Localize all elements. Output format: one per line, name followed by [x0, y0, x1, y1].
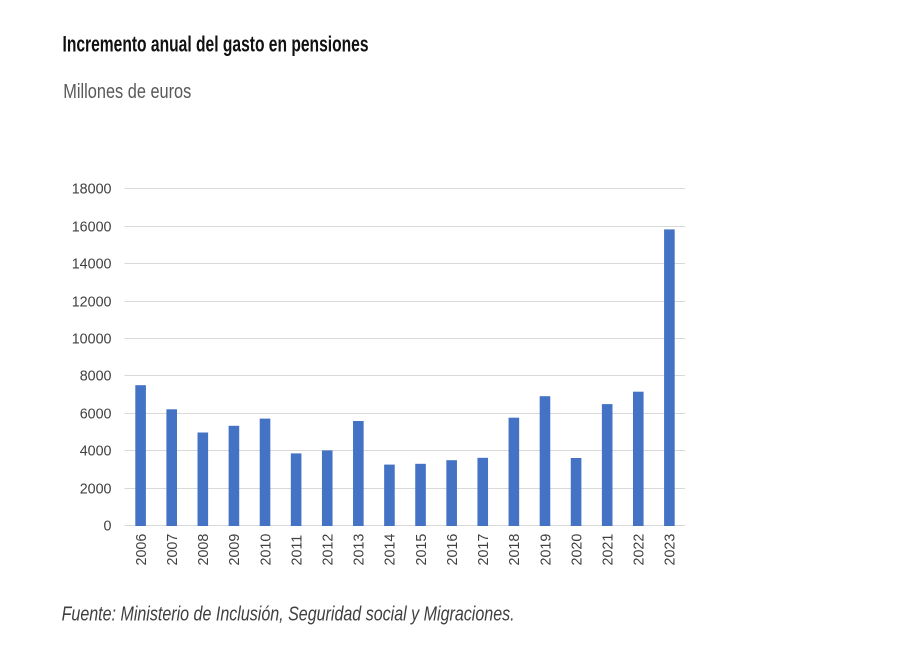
svg-text:14000: 14000: [72, 257, 112, 273]
svg-text:Incremento anual del gasto en: Incremento anual del gasto en pensiones: [63, 31, 369, 56]
svg-text:0: 0: [104, 519, 112, 535]
svg-text:2019: 2019: [538, 534, 554, 566]
svg-text:2007: 2007: [165, 534, 181, 566]
svg-text:2011: 2011: [289, 535, 305, 566]
svg-text:Millones de euros: Millones de euros: [63, 81, 191, 103]
svg-text:4000: 4000: [80, 444, 112, 460]
svg-text:18000: 18000: [72, 182, 112, 198]
svg-text:2021: 2021: [601, 534, 617, 566]
svg-text:2017: 2017: [476, 534, 492, 566]
svg-text:Fuente: Ministerio de Inclusió: Fuente: Ministerio de Inclusión, Segurid…: [62, 603, 515, 625]
svg-text:2023: 2023: [663, 534, 679, 566]
svg-text:6000: 6000: [80, 407, 112, 423]
svg-text:2020: 2020: [569, 534, 585, 566]
svg-text:12000: 12000: [72, 295, 112, 311]
svg-text:8000: 8000: [80, 369, 112, 385]
svg-text:2012: 2012: [321, 534, 337, 566]
svg-text:10000: 10000: [72, 332, 112, 348]
svg-text:2013: 2013: [352, 534, 368, 566]
svg-text:2000: 2000: [80, 482, 112, 498]
svg-text:2022: 2022: [632, 534, 648, 566]
svg-text:2018: 2018: [507, 534, 523, 566]
svg-text:2009: 2009: [227, 534, 243, 566]
svg-text:2006: 2006: [134, 534, 150, 566]
svg-text:2016: 2016: [445, 534, 461, 566]
svg-text:2015: 2015: [414, 534, 430, 566]
svg-text:2014: 2014: [383, 534, 399, 566]
svg-text:2010: 2010: [258, 534, 274, 566]
svg-text:16000: 16000: [72, 220, 112, 236]
svg-text:2008: 2008: [196, 534, 212, 566]
